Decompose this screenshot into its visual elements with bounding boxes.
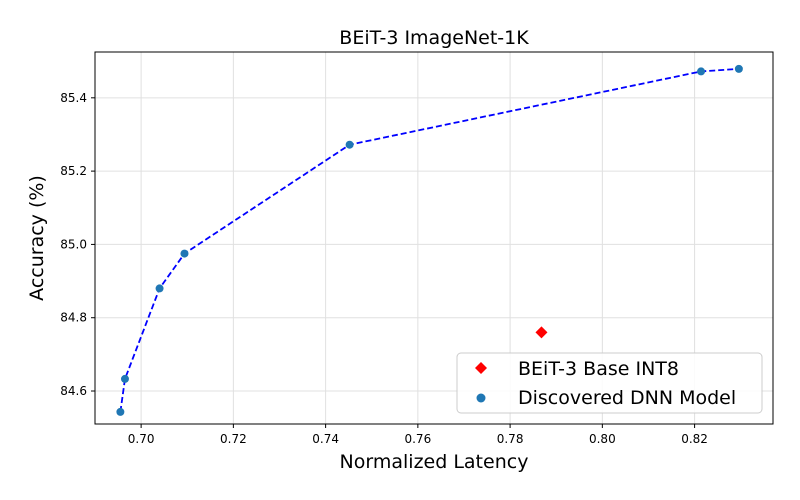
x-tick-label: 0.80: [589, 432, 616, 446]
grid: [95, 52, 773, 424]
x-tick-label: 0.78: [497, 432, 524, 446]
data-point: [120, 374, 129, 383]
plot-area: [116, 64, 743, 416]
y-tick-label: 84.6: [60, 384, 87, 398]
y-tick-label: 85.4: [60, 91, 87, 105]
data-point: [155, 284, 164, 293]
x-tick-label: 0.74: [312, 432, 339, 446]
data-point: [180, 249, 189, 258]
legend-marker-diamond: [475, 362, 487, 374]
x-tick-label: 0.76: [404, 432, 431, 446]
data-point-diamond: [535, 326, 548, 339]
legend-label-discovered: Discovered DNN Model: [518, 387, 736, 409]
y-tick-label: 84.8: [60, 311, 87, 325]
y-tick-label: 85.2: [60, 164, 87, 178]
chart-title: BEiT-3 ImageNet-1K: [339, 27, 529, 49]
legend: BEiT-3 Base INT8 Discovered DNN Model: [456, 352, 763, 414]
y-tick-label: 85.0: [60, 237, 87, 251]
data-point: [697, 67, 706, 76]
plot-frame: [94, 51, 774, 425]
data-point: [734, 64, 743, 73]
axis-ticks: 0.70 0.72 0.74 0.76 0.78 0.80 0.82 84.6 84.8 85.0…: [60, 91, 708, 446]
x-tick-label: 0.72: [220, 432, 247, 446]
y-axis-title: Accuracy (%): [26, 175, 48, 301]
x-axis-title: Normalized Latency: [340, 451, 529, 473]
legend-label-int8: BEiT-3 Base INT8: [518, 358, 679, 380]
legend-marker-circle: [476, 393, 486, 403]
data-point: [345, 140, 354, 149]
legend-box: [456, 352, 763, 414]
data-point: [116, 407, 125, 416]
x-tick-label: 0.70: [128, 432, 155, 446]
x-tick-label: 0.82: [681, 432, 708, 446]
